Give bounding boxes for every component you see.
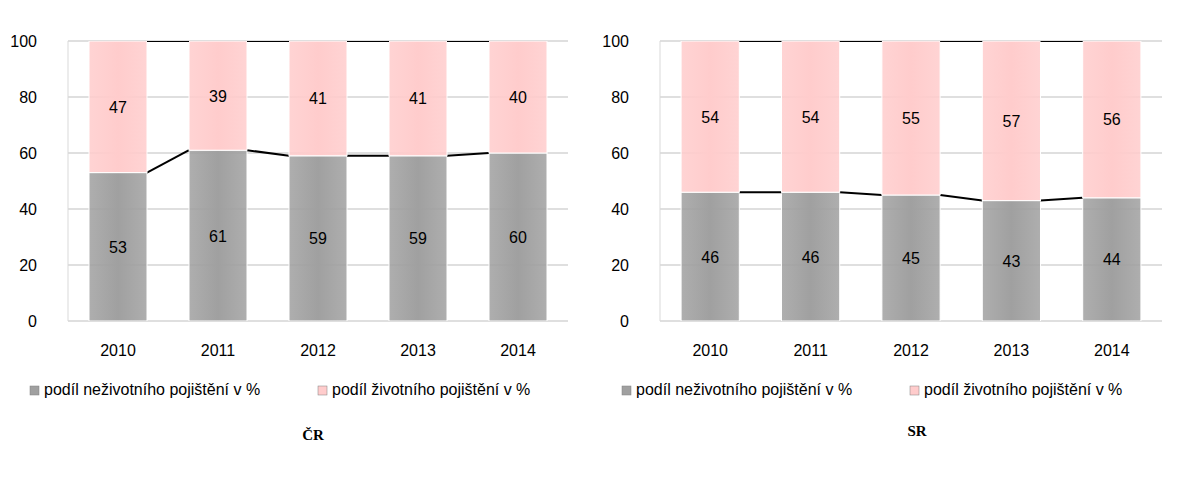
legend-marker [30,386,39,395]
x-tick-label: 2012 [893,342,929,359]
legend-marker [910,386,919,395]
bar-segment [1083,41,1141,198]
data-label: 41 [309,90,327,107]
y-tick-label: 80 [19,89,37,106]
x-tick-label: 2014 [500,342,536,359]
bar-segment [681,192,739,321]
chart-title: SR [907,423,926,439]
bar-segment [389,41,447,156]
legend-label: podíl životního pojištění v % [332,381,530,398]
y-tick-label: 100 [10,33,37,50]
data-label: 61 [209,228,227,245]
data-label: 46 [701,249,719,266]
bar-segment [489,41,547,153]
legend-label: podíl neživotního pojištění v % [636,381,852,398]
series-line [840,41,882,42]
y-tick-label: 40 [611,201,629,218]
series-line [447,153,489,156]
page: 0 20 40 60 80 100 53 61 59 59 60 47 39 41 41 40 2010 2011… [0,0,1204,478]
y-tick-label: 80 [611,89,629,106]
legend-marker [318,386,327,395]
data-label: 60 [509,229,527,246]
data-label: 45 [902,250,920,267]
series-line [347,155,389,157]
y-axis-line [68,41,69,321]
bar-segment [982,41,1040,201]
chart: 0 20 40 60 80 100 46 46 45 43 44 54 54 55 57 56 2010 2011… [602,33,1162,439]
bar-segment [289,41,347,156]
legend-label: podíl neživotního pojištění v % [44,381,260,398]
y-tick-label: 20 [19,257,37,274]
series-line [247,150,289,156]
series-line [739,191,781,193]
series-line [247,41,289,42]
bar-segment [1083,198,1141,321]
series-line [347,41,389,42]
data-label: 57 [1003,113,1021,130]
series-line [840,192,882,195]
y-axis-line [660,41,661,321]
x-tick-label: 2013 [994,342,1030,359]
data-label: 59 [309,230,327,247]
data-label: 59 [409,230,427,247]
series-line [447,41,489,42]
x-tick-label: 2011 [201,342,236,359]
y-tick-label: 60 [611,145,629,162]
data-label: 40 [509,89,527,106]
plot-area [681,41,1141,321]
x-tick-label: 2014 [1094,342,1130,359]
series-line [739,41,781,42]
bar-segment [189,41,247,150]
y-tick-label: 0 [620,313,629,330]
y-tick-label: 20 [611,257,629,274]
y-tick-label: 40 [19,201,37,218]
x-tick-label: 2013 [400,342,436,359]
data-label: 53 [109,239,127,256]
series-line [940,41,982,42]
y-tick-label: 60 [19,145,37,162]
series-line [147,41,189,42]
data-label: 56 [1103,111,1121,128]
bar-segment [882,41,940,195]
bar-segment [781,192,839,321]
x-tick-label: 2010 [100,342,136,359]
series-line [940,195,982,201]
x-tick-label: 2010 [692,342,728,359]
x-tick-label: 2011 [793,342,828,359]
bar-segment [489,153,547,321]
bar-segment [781,41,839,192]
bar-segment [389,156,447,321]
data-label: 46 [802,249,820,266]
bar-segment [882,195,940,321]
legend-label: podíl životního pojištění v % [924,381,1122,398]
series-line [147,150,189,172]
y-tick-label: 0 [28,313,37,330]
data-label: 39 [209,88,227,105]
chart-title: ČR [302,427,324,443]
data-label: 44 [1103,251,1121,268]
plot-area [89,41,547,321]
data-label: 54 [802,109,820,126]
bar-segment [289,156,347,321]
data-label: 43 [1003,253,1021,270]
data-labels: 46 46 45 43 44 54 54 55 57 56 [701,109,1120,270]
series-line [1041,41,1083,42]
bar-segment [189,150,247,321]
series-line [1041,198,1083,201]
y-tick-label: 100 [602,33,629,50]
chart-canvas: 0 20 40 60 80 100 53 61 59 59 60 47 39 41 41 40 2010 2011… [0,0,1204,478]
data-label: 54 [701,109,719,126]
bar-segment [89,173,147,321]
chart: 0 20 40 60 80 100 53 61 59 59 60 47 39 41 41 40 2010 2011… [10,33,568,443]
x-tick-label: 2012 [300,342,336,359]
data-label: 47 [109,99,127,116]
bar-segment [89,41,147,173]
bar-segment [681,41,739,192]
legend-marker [622,386,631,395]
data-label: 41 [409,90,427,107]
data-label: 55 [902,110,920,127]
bar-segment [982,201,1040,321]
data-labels: 53 61 59 59 60 47 39 41 41 40 [109,88,527,256]
